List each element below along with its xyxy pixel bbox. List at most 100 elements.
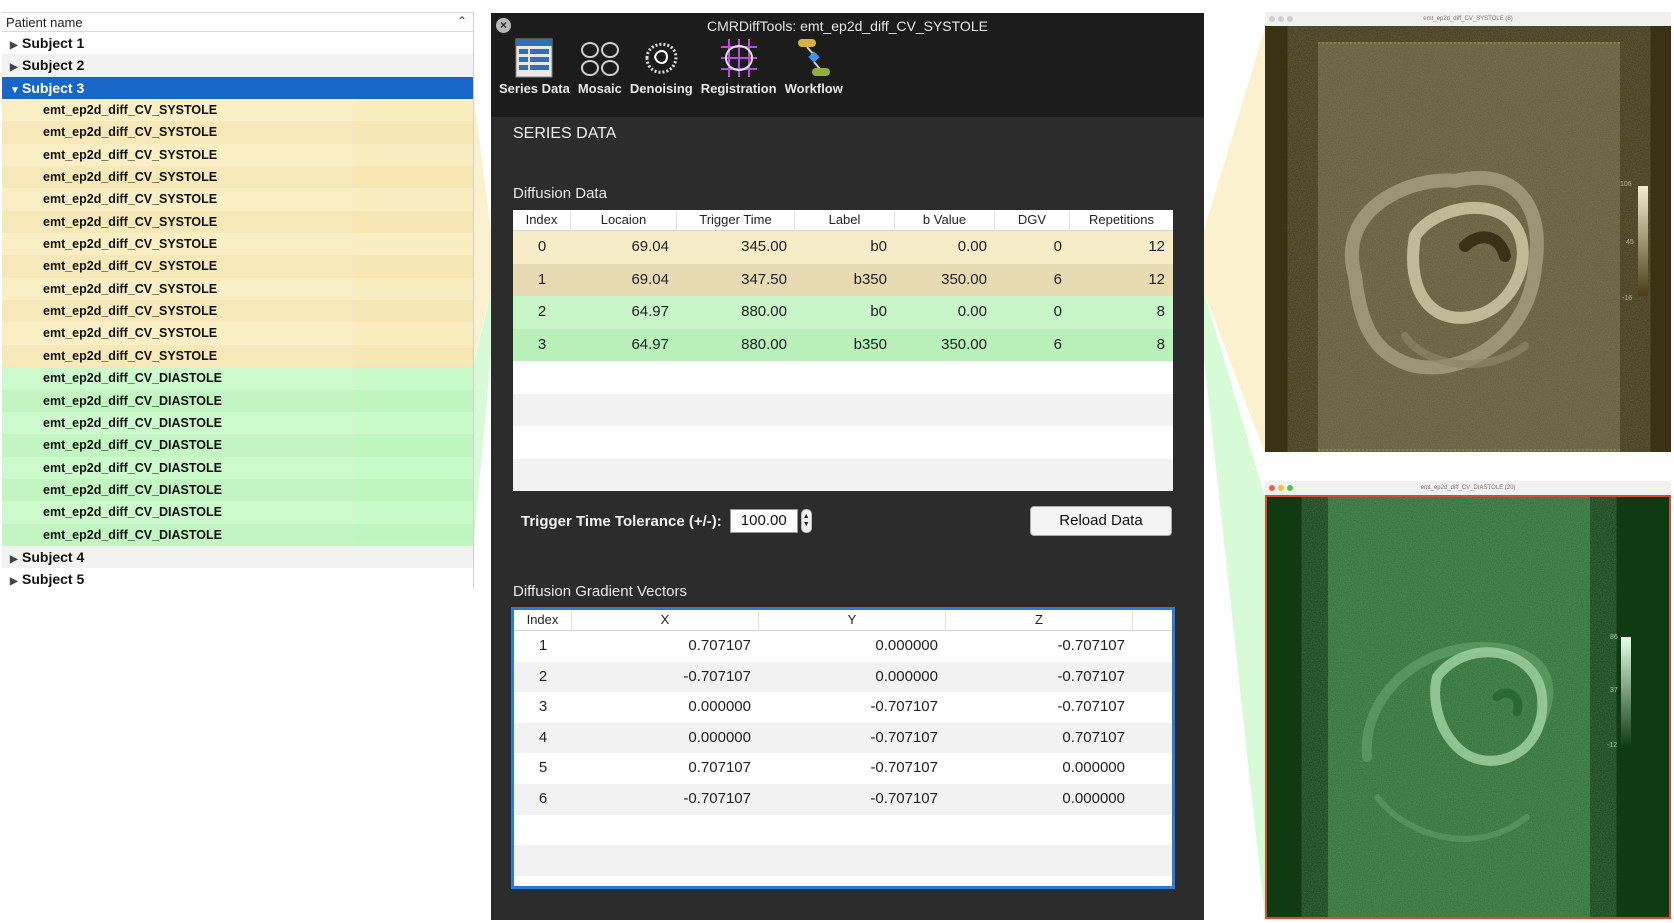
tree-header[interactable]: Patient name ⌃ — [2, 12, 473, 32]
tree-series-diastole[interactable]: emt_ep2d_diff_CV_DIASTOLE — [2, 478, 473, 502]
tree-series-systole[interactable]: emt_ep2d_diff_CV_SYSTOLE — [2, 166, 473, 189]
tree-series-systole[interactable]: emt_ep2d_diff_CV_SYSTOLE — [2, 277, 473, 301]
tree-series-diastole[interactable]: emt_ep2d_diff_CV_DIASTOLE — [2, 434, 473, 457]
tree-series-diastole[interactable]: emt_ep2d_diff_CV_DIASTOLE — [2, 411, 473, 435]
tree-item-label: emt_ep2d_diff_CV_SYSTOLE — [43, 147, 218, 162]
tree-series-systole[interactable]: emt_ep2d_diff_CV_SYSTOLE — [2, 233, 473, 256]
cell-z: -0.707107 — [1057, 698, 1125, 716]
disclosure-closed-icon[interactable]: ▶ — [10, 576, 18, 588]
disclosure-closed-icon[interactable]: ▶ — [10, 40, 18, 51]
tree-subject[interactable]: ▶ Subject 4 — [2, 545, 473, 569]
toolbar-registration-button[interactable]: Registration — [701, 35, 777, 96]
stepper-down-icon[interactable]: ▼ — [802, 521, 810, 528]
gradient-table-row[interactable]: 3 0.000000 -0.707107 -0.707107 — [514, 692, 1172, 723]
tree-item-label: emt_ep2d_diff_CV_SYSTOLE — [43, 170, 218, 185]
column-header-trigger-time[interactable]: Trigger Time — [677, 210, 795, 230]
systole-image-viewer[interactable]: emt_ep2d_diff_CV_SYSTOLE (8) — [1265, 12, 1671, 452]
empty-table-row — [513, 426, 1173, 459]
zoom-icon[interactable] — [1287, 16, 1293, 22]
tree-series-diastole[interactable]: emt_ep2d_diff_CV_DIASTOLE — [2, 389, 473, 412]
gradient-table-row[interactable]: 5 0.707107 -0.707107 0.000000 — [514, 753, 1172, 784]
close-icon[interactable]: × — [496, 18, 511, 33]
column-header-b-value[interactable]: b Value — [895, 210, 995, 230]
disclosure-closed-icon[interactable]: ▶ — [10, 62, 18, 74]
stepper-up-icon[interactable]: ▲ — [802, 513, 810, 520]
tree-header-label: Patient name — [6, 15, 83, 30]
tree-series-systole[interactable]: emt_ep2d_diff_CV_SYSTOLE — [2, 188, 473, 211]
toolbar-mosaic-button[interactable]: Mosaic — [578, 35, 622, 96]
tolerance-stepper[interactable]: ▲ ▼ — [800, 509, 812, 533]
tree-subject-selected[interactable]: ▼ Subject 3 — [2, 76, 473, 100]
cell-y: -0.707107 — [870, 789, 938, 807]
tree-series-systole[interactable]: emt_ep2d_diff_CV_SYSTOLE — [2, 300, 473, 323]
column-header-index[interactable]: Index — [513, 210, 571, 230]
tree-subject[interactable]: ▶ Subject 2 — [2, 54, 473, 77]
toolbar-label: Series Data — [499, 81, 570, 96]
gradient-table-row[interactable]: 1 0.707107 0.000000 -0.707107 — [514, 631, 1172, 662]
gradient-vectors-table[interactable]: Index X Y Z 1 0.707107 0.000000 -0.707107 2 -… — [511, 607, 1175, 889]
diffusion-data-table[interactable]: Index Locaion Trigger Time Label b Value… — [513, 210, 1173, 491]
column-header-label[interactable]: Label — [795, 210, 895, 230]
close-icon[interactable] — [1269, 485, 1275, 491]
toolbar-label: Mosaic — [577, 81, 622, 96]
tree-series-systole[interactable]: emt_ep2d_diff_CV_SYSTOLE — [2, 143, 473, 167]
window-controls[interactable] — [1269, 16, 1293, 22]
sort-ascending-icon[interactable]: ⌃ — [456, 14, 467, 28]
cell-index: 2 — [537, 303, 547, 320]
viewer-titlebar: emt_ep2d_diff_CV_SYSTOLE (8) — [1265, 12, 1671, 26]
toolbar-denoising-button[interactable]: Denoising — [630, 35, 693, 96]
tree-item-label: Subject 4 — [22, 548, 85, 565]
scale-tick-label: -12 — [1607, 742, 1617, 749]
tree-item-label: emt_ep2d_diff_CV_SYSTOLE — [43, 348, 218, 363]
toolbar-workflow-button[interactable]: Workflow — [785, 35, 843, 96]
minimize-icon[interactable] — [1278, 485, 1284, 491]
cell-dgv: 0 — [1053, 303, 1062, 320]
column-header-dgv[interactable]: DGV — [995, 210, 1070, 230]
systole-image[interactable]: 106 45 -16 — [1265, 26, 1671, 452]
diffusion-table-row[interactable]: 2 64.97 880.00 b0 0.00 0 8 — [513, 296, 1173, 329]
tree-item-label: emt_ep2d_diff_CV_DIASTOLE — [43, 505, 222, 520]
tree-series-systole[interactable]: emt_ep2d_diff_CV_SYSTOLE — [2, 121, 473, 144]
column-header-x[interactable]: X — [572, 610, 759, 630]
tree-series-diastole[interactable]: emt_ep2d_diff_CV_DIASTOLE — [2, 501, 473, 524]
tree-series-systole[interactable]: emt_ep2d_diff_CV_SYSTOLE — [2, 99, 473, 122]
tree-subject[interactable]: ▶ Subject 1 — [2, 32, 473, 54]
toolbar-series-data-button[interactable]: Series Data — [499, 35, 570, 96]
close-icon[interactable] — [1269, 16, 1275, 22]
column-header-y[interactable]: Y — [759, 610, 946, 630]
cell-dgv: 0 — [1053, 238, 1062, 255]
tree-series-diastole[interactable]: emt_ep2d_diff_CV_DIASTOLE — [2, 523, 473, 546]
tree-item-label: emt_ep2d_diff_CV_SYSTOLE — [43, 304, 218, 319]
diffusion-table-row[interactable]: 3 64.97 880.00 b350 350.00 6 8 — [513, 328, 1173, 361]
window-controls[interactable] — [1269, 485, 1293, 491]
diffusion-table-row[interactable]: 0 69.04 345.00 b0 0.00 0 12 — [513, 231, 1173, 264]
diastole-image-viewer[interactable]: emt_ep2d_diff_CV_DIASTOLE (20) 86 37 — [1265, 481, 1671, 919]
minimize-icon[interactable] — [1278, 16, 1284, 22]
tree-series-systole[interactable]: emt_ep2d_diff_CV_SYSTOLE — [2, 255, 473, 278]
tree-item-label: emt_ep2d_diff_CV_SYSTOLE — [43, 259, 218, 274]
disclosure-open-icon[interactable]: ▼ — [10, 84, 20, 96]
column-header-index[interactable]: Index — [514, 610, 572, 630]
gradient-table-row[interactable]: 2 -0.707107 0.000000 -0.707107 — [514, 661, 1172, 693]
column-header-location[interactable]: Locaion — [571, 210, 677, 230]
tree-series-systole[interactable]: emt_ep2d_diff_CV_SYSTOLE — [2, 322, 473, 345]
tree-subject[interactable]: ▶ Subject 5 — [2, 568, 473, 590]
tolerance-input[interactable]: 100.00 — [729, 509, 798, 533]
zoom-icon[interactable] — [1287, 485, 1293, 491]
reload-data-button[interactable]: Reload Data — [1030, 506, 1172, 536]
patient-tree[interactable]: Patient name ⌃ ▶ Subject 1 ▶ Subject 2 ▼ Subj… — [2, 12, 474, 589]
tree-series-diastole[interactable]: emt_ep2d_diff_CV_DIASTOLE — [2, 456, 473, 479]
diastole-image[interactable]: 86 37 -12 — [1265, 495, 1671, 919]
diffusion-table-row[interactable]: 1 69.04 347.50 b350 350.00 6 12 — [513, 263, 1173, 296]
gradient-table-row[interactable]: 4 0.000000 -0.707107 0.707107 — [514, 722, 1172, 754]
column-header-repetitions[interactable]: Repetitions — [1088, 212, 1155, 227]
gradient-table-row[interactable]: 6 -0.707107 -0.707107 0.000000 — [514, 783, 1172, 815]
viewer-titlebar: emt_ep2d_diff_CV_DIASTOLE (20) — [1265, 481, 1671, 495]
tree-series-systole[interactable]: emt_ep2d_diff_CV_SYSTOLE — [2, 344, 473, 368]
disclosure-closed-icon[interactable]: ▶ — [10, 553, 18, 565]
tree-series-systole[interactable]: emt_ep2d_diff_CV_SYSTOLE — [2, 210, 473, 234]
column-header-z[interactable]: Z — [946, 610, 1133, 630]
cell-x: -0.707107 — [683, 789, 751, 807]
cell-reps: 8 — [1156, 303, 1165, 320]
tree-series-diastole[interactable]: emt_ep2d_diff_CV_DIASTOLE — [2, 367, 473, 390]
